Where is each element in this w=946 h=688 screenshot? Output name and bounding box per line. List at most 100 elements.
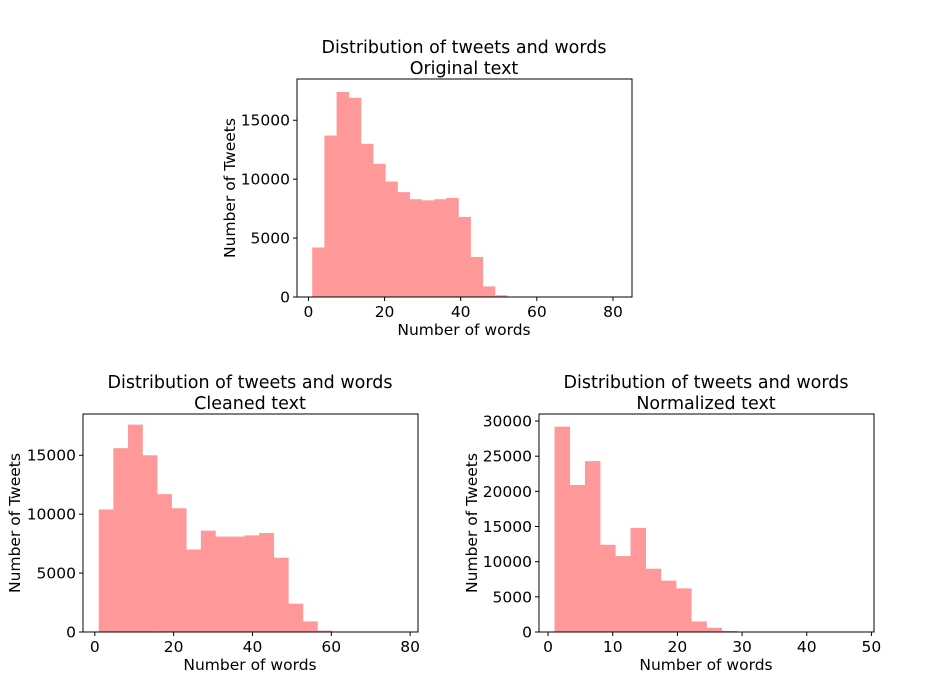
histogram-bar [98,509,114,632]
y-tick-label: 5000 [251,230,290,248]
subplot-normalized-xticks: 0 10 20 30 40 50 [543,632,881,656]
x-tick-label: 0 [543,638,553,656]
histogram-bar [482,286,496,297]
histogram-bar [244,535,260,632]
histogram-bar [127,424,143,632]
subplot-original-xlabel: Number of words [397,321,530,339]
x-tick-label: 60 [527,303,547,321]
histogram-bar [312,247,325,297]
subplot-original-frame [296,78,633,298]
y-tick-label: 30000 [483,413,532,431]
subplot-cleaned-title: Distribution of tweets and words [108,373,393,393]
subplot-cleaned-yticks: 0 5000 10000 15000 [27,447,83,642]
subplot-normalized: Distribution of tweets and words Normali… [463,373,881,674]
histogram-bar [676,588,692,632]
subplot-original-subtitle: Original text [410,59,519,79]
subplot-cleaned-subtitle: Cleaned text [194,394,306,414]
histogram-bar [259,533,275,632]
x-tick-label: 0 [90,638,100,656]
subplot-normalized-yticks: 0 5000 10000 15000 20000 25000 30000 [483,413,539,642]
x-tick-label: 20 [375,303,395,321]
subplot-original-ylabel: Number of Tweets [221,118,239,258]
y-tick-label: 0 [280,289,290,307]
subplot-original-xticks: 0 20 40 60 80 [303,297,623,321]
histogram-bar [273,557,289,632]
subplot-original-title: Distribution of tweets and words [322,38,607,58]
y-tick-label: 15000 [241,112,290,130]
histogram-bar [171,508,187,632]
subplot-original: Distribution of tweets and words Origina… [221,38,633,339]
x-tick-label: 0 [303,303,313,321]
histogram-bar [470,256,484,297]
x-tick-label: 50 [862,638,882,656]
x-tick-label: 80 [603,303,623,321]
y-tick-label: 5000 [493,588,532,606]
subplot-normalized-subtitle: Normalized text [636,394,775,414]
subplot-original-yticks: 0 5000 10000 15000 [241,112,297,307]
histogram-bar [230,536,245,632]
histogram-bar [660,580,677,632]
y-tick-label: 20000 [483,483,532,501]
histogram-bar [584,461,601,632]
histogram-bar [348,97,362,297]
histogram-bar [494,295,508,297]
y-tick-label: 0 [522,624,532,642]
histogram-bar [385,181,398,297]
subplot-cleaned-bars [98,424,391,632]
subplot-cleaned-frame [82,413,419,633]
x-tick-label: 20 [164,638,184,656]
histogram-bar [397,192,410,297]
y-tick-label: 10000 [241,171,290,189]
histogram-bar [630,527,647,632]
histogram-bar [569,485,586,632]
x-tick-label: 60 [321,638,341,656]
subplot-normalized-frame [538,413,875,633]
y-tick-label: 10000 [483,553,532,571]
y-tick-label: 10000 [27,506,76,524]
histogram-bar [157,494,172,632]
x-tick-label: 40 [797,638,817,656]
histogram-bar [645,568,662,632]
subplot-normalized-title: Distribution of tweets and words [564,373,849,393]
histogram-bar [409,199,423,297]
x-tick-label: 80 [400,638,420,656]
histogram-bar [706,627,722,632]
y-tick-label: 5000 [37,565,76,583]
x-tick-label: 40 [451,303,471,321]
subplot-normalized-bars [554,426,859,632]
histogram-bar [721,630,738,632]
histogram-bar [215,536,231,632]
histogram-bar [360,143,374,297]
subplot-cleaned-xticks: 0 20 40 60 80 [90,632,420,656]
y-tick-label: 0 [66,624,76,642]
histogram-bar [113,448,129,632]
x-tick-label: 30 [732,638,752,656]
x-tick-label: 40 [243,638,263,656]
histogram-bar [554,426,571,632]
histogram-bar [691,621,707,632]
subplot-original-bars [312,91,557,298]
y-tick-label: 15000 [27,447,76,465]
x-tick-label: 20 [668,638,688,656]
histogram-bar [446,198,459,297]
histogram-bar [317,630,333,632]
histogram-bar [421,200,435,297]
x-tick-label: 10 [603,638,623,656]
subplot-normalized-xlabel: Number of words [639,656,772,674]
subplot-cleaned-ylabel: Number of Tweets [6,453,24,593]
subplot-cleaned: Distribution of tweets and words Cleaned… [6,373,420,674]
y-tick-label: 15000 [483,518,532,536]
histogram-bar [434,199,447,297]
subplot-normalized-ylabel: Number of Tweets [463,453,481,593]
histogram-bar [373,163,386,297]
histogram-bar [288,603,304,632]
histogram-bar [615,556,631,632]
histogram-bar [186,549,202,632]
histogram-bar [600,544,616,632]
histogram-bar [458,216,471,297]
histogram-bar [200,530,216,632]
y-tick-label: 25000 [483,448,532,466]
histogram-bar [336,91,350,298]
subplot-cleaned-xlabel: Number of words [183,656,316,674]
